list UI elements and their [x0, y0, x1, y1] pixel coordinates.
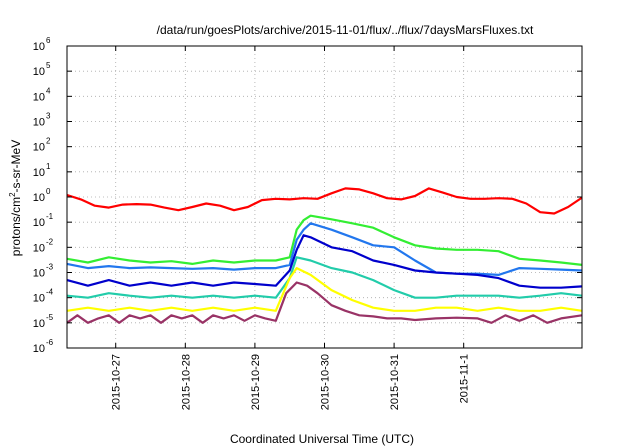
y-tick-label: 10 — [33, 66, 45, 78]
y-axis-label: protons/cm2-s-sr-MeV — [8, 140, 23, 256]
series-line-2 — [66, 214, 583, 266]
chart-title: /data/run/goesPlots/archive/2015-11-01/f… — [157, 23, 534, 37]
y-tick-label: 10 — [33, 242, 45, 254]
y-tick-exponent: 0 — [46, 187, 51, 196]
y-axis-label-rest: -s-sr-MeV — [9, 140, 23, 193]
y-tick-exponent: 5 — [46, 61, 51, 70]
x-tick-label: 2015-10-29 — [250, 354, 262, 410]
x-axis-ticks: 2015-10-27 2015-10-28 2015-10-29 2015-10-30… — [111, 46, 471, 410]
y-tick-exponent: 6 — [46, 36, 51, 45]
series-line-1 — [66, 187, 583, 215]
y-tick-exponent: 2 — [46, 137, 51, 146]
y-tick-label: 10 — [33, 268, 45, 280]
y-tick-exponent: -4 — [46, 288, 54, 297]
y-tick-label: 10 — [33, 91, 45, 103]
y-tick-label: 10 — [33, 343, 45, 355]
y-tick-exponent: -5 — [46, 313, 54, 322]
series-line-3 — [66, 222, 583, 276]
x-tick-label: 2015-11-1 — [459, 354, 471, 403]
y-axis-label-main: protons/cm — [9, 197, 23, 256]
y-axis-label-exponent: 2 — [8, 192, 17, 197]
y-tick-exponent: -3 — [46, 263, 54, 272]
y-tick-exponent: -6 — [46, 338, 54, 347]
y-tick-label: 10 — [33, 41, 45, 53]
y-tick-exponent: -2 — [46, 237, 54, 246]
y-tick-exponent: -1 — [46, 212, 54, 221]
x-tick-label: 2015-10-28 — [180, 354, 192, 410]
x-tick-label: 2015-10-30 — [320, 354, 332, 410]
series-line-6 — [66, 267, 583, 312]
x-tick-label: 2015-10-31 — [389, 354, 401, 410]
y-tick-label: 10 — [33, 293, 45, 305]
y-tick-label: 10 — [33, 318, 45, 330]
series-line-4 — [66, 234, 583, 289]
series-group — [66, 187, 583, 324]
y-tick-exponent: 4 — [46, 86, 51, 95]
y-tick-label: 10 — [33, 167, 45, 179]
y-tick-label: 10 — [33, 192, 45, 204]
x-axis-label: Coordinated Universal Time (UTC) — [230, 432, 414, 446]
y-tick-label: 10 — [33, 142, 45, 154]
x-tick-label: 2015-10-27 — [111, 354, 123, 410]
series-line-5 — [66, 256, 583, 299]
y-tick-exponent: 3 — [46, 112, 51, 121]
y-axis-ticks: 10-610-510-410-310-210-11001011021031041… — [33, 36, 582, 355]
y-tick-label: 10 — [33, 217, 45, 229]
y-tick-label: 10 — [33, 117, 45, 129]
y-tick-exponent: 1 — [46, 162, 51, 171]
series-line-7 — [66, 281, 583, 324]
